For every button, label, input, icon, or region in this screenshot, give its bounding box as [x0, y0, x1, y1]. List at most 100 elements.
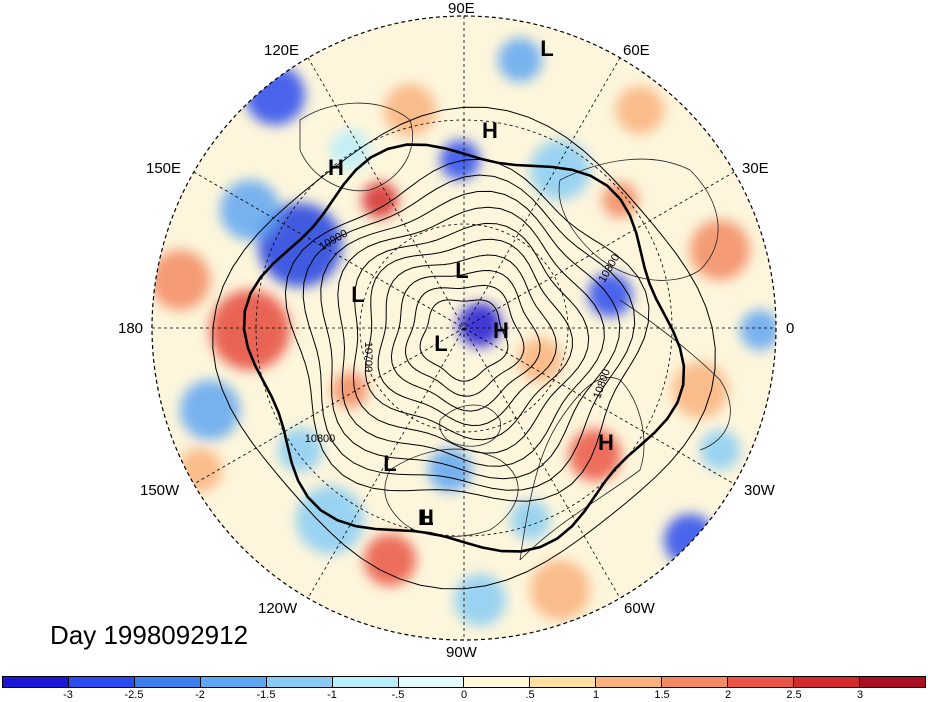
colorbar-tick-label: 1 [592, 689, 600, 701]
lon-label-120w: 120W [258, 600, 298, 617]
lon-label-90e: 90E [448, 0, 475, 17]
coastlines [299, 102, 731, 561]
height-contours [212, 106, 716, 590]
colorbar-swatch [794, 677, 860, 687]
colorbar-tick-label: -1.5 [256, 689, 276, 701]
contour-value-label: 10700 [362, 342, 374, 373]
latitude-circle [359, 223, 569, 433]
contour-line [337, 206, 605, 467]
anomaly-blob [458, 303, 502, 347]
contour-line [212, 106, 716, 590]
colorbar-swatch [530, 677, 597, 687]
anomaly-blob [178, 448, 222, 492]
lon-label-180: 180 [118, 320, 144, 337]
anomaly-blob [364, 534, 416, 586]
graticule [152, 16, 776, 640]
anomaly-blob [454, 574, 506, 626]
contour-line [390, 269, 541, 412]
colorbar-tick-label: -1 [327, 689, 337, 701]
colorbar-tick-label: 2.5 [786, 689, 802, 701]
colorbar-tick-label: .5 [525, 689, 535, 701]
contour-line [404, 284, 525, 397]
lon-label-30e: 30E [742, 160, 769, 177]
coastline [299, 102, 413, 192]
high-pressure-marker: H [493, 318, 509, 343]
low-pressure-marker: L [540, 36, 553, 61]
colorbar-swatch [200, 677, 267, 687]
colorbar-swatch [3, 677, 69, 687]
map-boundary [151, 15, 777, 641]
contour-line [377, 254, 557, 427]
day-label: Day 1998092912 [50, 620, 249, 650]
latitude-circle [255, 119, 673, 537]
lon-label-60e: 60E [623, 42, 650, 59]
contour-line-bold [242, 143, 686, 553]
contour-line [284, 158, 650, 502]
colorbar-tick-label: 1.5 [654, 689, 670, 701]
anomaly-blob [362, 182, 398, 218]
anomaly-blob [384, 84, 436, 136]
lon-label-150e: 150E [146, 160, 182, 177]
contour-line [364, 238, 573, 441]
contour-line [352, 222, 590, 454]
contour-line [419, 299, 509, 382]
colorbar-tick-label: 0 [460, 689, 468, 701]
lon-label-60w: 60W [624, 600, 655, 617]
low-pressure-marker: L [420, 505, 433, 530]
colorbar-swatch [332, 677, 399, 687]
lon-label-90w: 90W [446, 644, 477, 661]
colorbar-swatch [728, 677, 795, 687]
colorbar-swatch [68, 677, 135, 687]
colorbar: -3 -2.5 -2 -1.5 -1 -.5 0 .5 1 1.5 2 2.5 3 [0, 676, 928, 702]
high-pressure-marker: H [418, 505, 434, 530]
meridian-line [193, 171, 735, 485]
anomaly-blob [498, 38, 542, 82]
coastline [619, 299, 731, 451]
colorbar-swatch [398, 677, 465, 687]
anomaly-blob [332, 372, 368, 408]
anomaly-blob [569, 429, 621, 481]
colorbar-swatch [134, 677, 201, 687]
anomaly-blob [278, 428, 322, 472]
contour-line [320, 190, 621, 480]
colorbar-swatch [662, 677, 729, 687]
coastline [558, 158, 719, 281]
contour-value-label: 10800 [305, 433, 336, 445]
low-pressure-marker: L [434, 331, 447, 356]
anomaly-blob [510, 500, 550, 540]
colorbar-tick-label: 3 [856, 689, 864, 701]
contour-line [302, 174, 636, 491]
high-pressure-marker: H [598, 430, 614, 455]
colorbar-tick-label: 2 [724, 689, 732, 701]
coastline [384, 448, 519, 537]
lon-label-150w: 150W [140, 482, 180, 499]
colorbar-tick-label: -.5 [391, 689, 405, 701]
anomaly-blob [152, 250, 210, 310]
lon-label-120e: 120E [264, 42, 300, 59]
coastline [519, 377, 645, 561]
anomaly-blob [700, 430, 740, 470]
anomaly-blob [616, 86, 664, 134]
low-pressure-marker: L [351, 282, 364, 307]
colorbar-tick-label: -2 [195, 689, 205, 701]
anomaly-blob [210, 290, 290, 370]
anomaly-blob [664, 514, 716, 566]
colorbar-tick-label: -2.5 [124, 689, 144, 701]
high-pressure-marker: H [482, 118, 498, 143]
high-pressure-marker: H [328, 155, 344, 180]
anomaly-blob [245, 65, 305, 125]
coastline [439, 404, 502, 447]
lon-label-0: 0 [786, 320, 795, 337]
anomaly-blob [220, 180, 280, 240]
anomaly-blob [530, 560, 590, 620]
colorbar-bar [2, 676, 926, 688]
colorbar-swatch [859, 677, 925, 687]
anomaly-blob [258, 203, 342, 287]
colorbar-swatch [464, 677, 531, 687]
anomaly-blob [330, 130, 370, 170]
lon-label-30w: 30W [744, 482, 775, 499]
colorbar-swatch [596, 677, 663, 687]
colorbar-tick-label: -3 [63, 689, 73, 701]
